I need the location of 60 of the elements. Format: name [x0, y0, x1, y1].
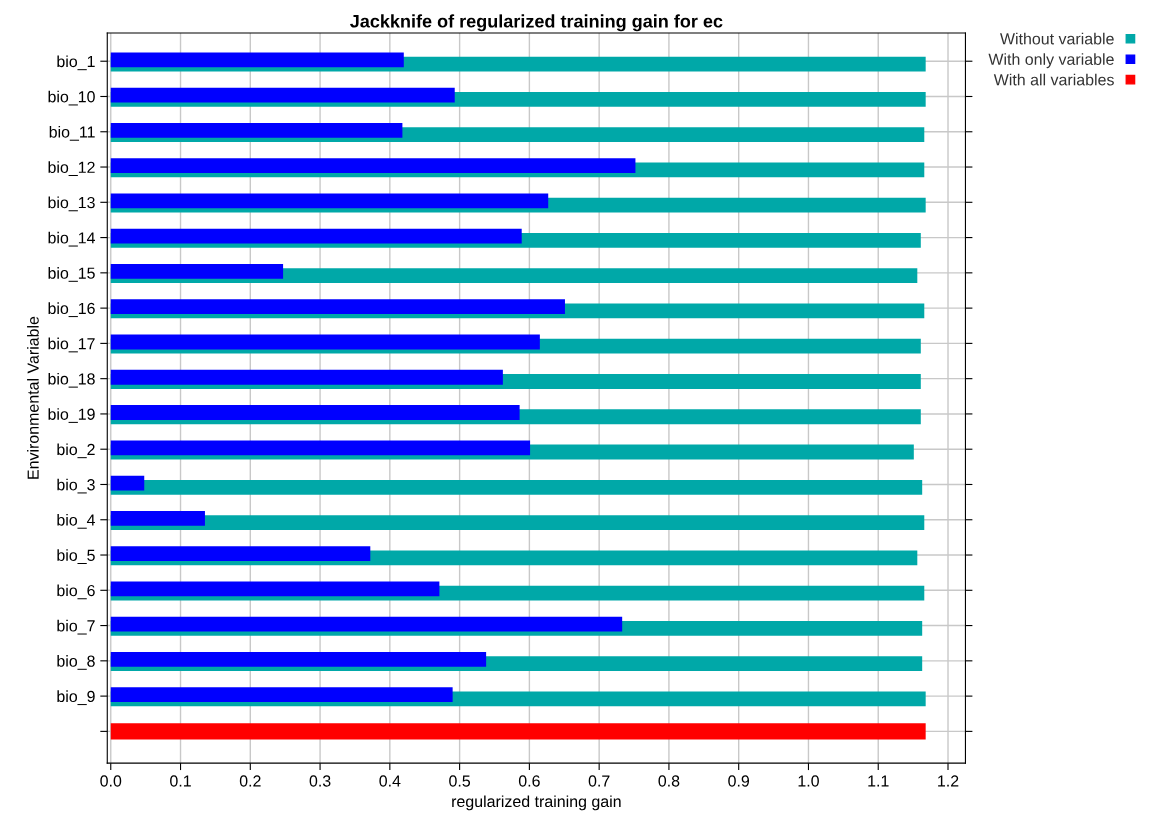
y-tick-label: bio_9 — [57, 690, 95, 706]
x-tick-label: 1.2 — [938, 775, 959, 787]
y-tick-label: bio_11 — [49, 125, 95, 141]
bar — [110, 440, 531, 456]
bar — [110, 510, 205, 526]
x-tick-label: 1.0 — [798, 775, 819, 787]
bar — [110, 687, 453, 703]
y-tick-label: bio_18 — [48, 372, 95, 388]
x-tick-label: 0.8 — [658, 775, 680, 787]
x-tick-label: 1.1 — [868, 775, 889, 787]
y-tick-label: bio_19 — [48, 408, 95, 423]
y-tick-label: bio_15 — [48, 267, 95, 282]
y-axis-title: Environmental Variable — [27, 316, 39, 479]
bar — [110, 87, 455, 103]
y-tick-label: bio_12 — [48, 161, 95, 176]
bar — [110, 122, 403, 138]
bar — [110, 334, 540, 350]
x-tick-label: 0.0 — [100, 775, 122, 787]
y-tick-label: bio_17 — [48, 337, 95, 353]
bar — [110, 581, 440, 597]
bar — [110, 264, 284, 279]
y-tick-label: bio_6 — [57, 584, 95, 600]
x-tick-label: 0.9 — [728, 775, 750, 787]
x-axis-title: regularized training gain — [452, 795, 621, 811]
y-tick-label: bio_5 — [57, 549, 95, 564]
x-tick-label: 0.5 — [449, 775, 471, 787]
y-tick-label: bio_7 — [57, 619, 95, 635]
bar — [110, 299, 565, 315]
bar — [110, 515, 925, 530]
bar — [110, 479, 923, 495]
y-tick-label: bio_16 — [48, 302, 95, 318]
x-tick-label: 0.7 — [588, 775, 610, 787]
bar — [110, 52, 404, 68]
y-tick-label: bio_10 — [48, 90, 95, 106]
bar — [110, 475, 145, 491]
y-tick-label: bio_8 — [57, 655, 95, 670]
x-tick-label: 0.4 — [379, 775, 401, 787]
x-tick-label: 0.2 — [239, 775, 261, 787]
legend-label: With all variables — [993, 73, 1114, 86]
bar — [110, 193, 549, 209]
y-tick-label: bio_1 — [57, 55, 95, 71]
bar — [110, 546, 371, 562]
bar — [110, 723, 926, 740]
y-tick-label: bio_14 — [48, 231, 95, 247]
y-tick-label: bio_2 — [57, 443, 95, 459]
bar — [110, 369, 503, 385]
y-tick-label: bio_13 — [48, 196, 95, 212]
x-tick-label: 0.6 — [518, 775, 540, 787]
legend-label: With only variable — [988, 53, 1114, 69]
y-tick-label: bio_4 — [57, 513, 95, 529]
bar — [110, 228, 522, 244]
bar — [110, 652, 487, 667]
x-tick-label: 0.3 — [309, 775, 331, 787]
bar — [110, 158, 636, 174]
bar — [110, 616, 623, 632]
chart-title: Jackknife of regularized training gain for ec — [350, 14, 723, 32]
bar — [110, 405, 520, 420]
y-tick-label: bio_3 — [57, 478, 95, 494]
x-tick-label: 0.1 — [170, 775, 191, 787]
legend-label: Without variable — [1000, 32, 1114, 45]
